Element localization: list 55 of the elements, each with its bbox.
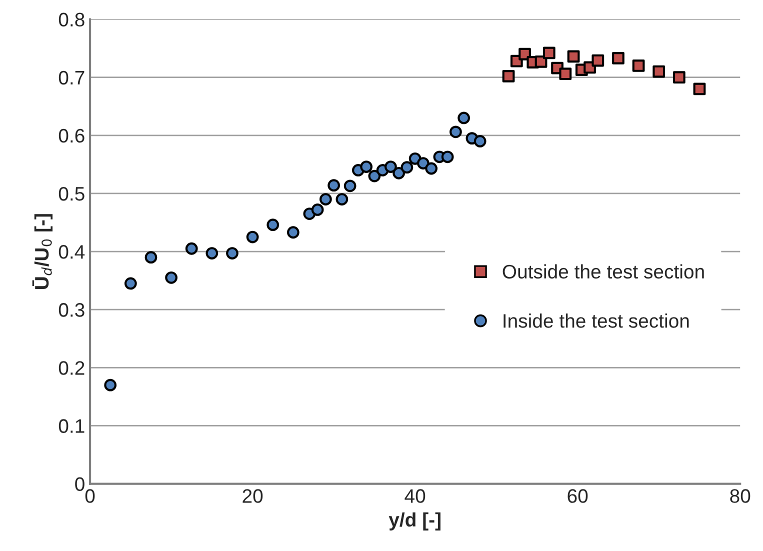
point	[226, 247, 238, 260]
point	[592, 54, 604, 67]
point	[450, 126, 462, 138]
y-tick-label: 0.6	[58, 128, 84, 143]
point	[567, 50, 580, 63]
point	[185, 242, 198, 255]
y-tick-label: 0.4	[58, 245, 85, 259]
point	[458, 112, 470, 124]
y-tick-label: 0.8	[58, 12, 84, 27]
x-tick-label: 20	[242, 489, 263, 503]
point	[266, 218, 280, 232]
x-axis-title: y/d [-]	[388, 512, 440, 530]
y-tick-label: 0.2	[58, 361, 84, 375]
x-tick-label: 0	[85, 489, 95, 503]
point	[441, 150, 454, 164]
point	[144, 251, 158, 264]
point	[502, 70, 515, 82]
y-tick-label: 0.3	[58, 303, 84, 317]
point	[311, 204, 324, 216]
point	[344, 180, 356, 192]
y-tick-label: 0.7	[58, 70, 84, 85]
y-tick-label: 0.1	[58, 419, 84, 433]
point	[319, 193, 332, 206]
point	[328, 179, 340, 192]
y-tick-label: 0.5	[58, 186, 84, 201]
point	[360, 160, 373, 173]
point	[286, 226, 300, 239]
point	[165, 271, 178, 284]
point	[124, 277, 137, 290]
point	[417, 157, 430, 170]
point	[474, 135, 486, 148]
legend-label: Inside the test section	[504, 314, 689, 328]
point	[693, 82, 706, 96]
point	[612, 52, 624, 64]
y-tick-label: 0	[75, 477, 84, 492]
point	[400, 161, 414, 174]
point	[672, 71, 686, 84]
point	[392, 166, 406, 180]
point	[534, 55, 548, 68]
point	[632, 60, 645, 72]
x-tick-label: 40	[404, 489, 426, 503]
point	[384, 160, 397, 173]
point	[104, 378, 117, 392]
point	[368, 170, 381, 182]
point	[425, 162, 438, 175]
point	[559, 68, 572, 80]
x-tick-label: 60	[568, 489, 588, 503]
point	[336, 193, 348, 206]
point	[246, 230, 259, 244]
y-axis-title: Ū$_{d}$/U$_{0}$ [-]	[32, 214, 53, 289]
point	[206, 247, 218, 260]
point	[542, 46, 556, 60]
legend-label: Outside the test section	[502, 264, 704, 279]
point	[652, 65, 666, 78]
x-tick-label: 80	[730, 489, 750, 503]
